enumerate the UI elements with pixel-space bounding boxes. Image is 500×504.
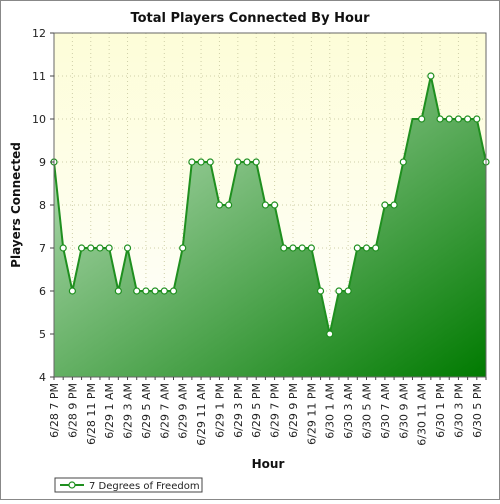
data-point (445, 115, 453, 123)
x-tick-label: 6/28 11 PM (85, 383, 98, 445)
data-point (270, 201, 279, 209)
data-point (252, 158, 260, 166)
y-tick-label: 10 (32, 113, 46, 126)
data-point (390, 201, 398, 209)
data-point (464, 115, 472, 123)
data-point (335, 287, 343, 295)
data-point (225, 201, 233, 209)
data-point (96, 244, 104, 252)
data-point (289, 244, 297, 252)
data-point (234, 158, 242, 166)
data-point (206, 158, 214, 166)
x-tick-label: 6/29 9 PM (287, 383, 300, 438)
data-point (114, 287, 122, 295)
x-axis-label: Hour (252, 457, 285, 471)
data-point (243, 158, 251, 166)
data-point (142, 287, 150, 295)
data-point (179, 244, 187, 252)
x-tick-label: 6/29 1 PM (213, 383, 226, 438)
y-tick-label: 9 (39, 156, 46, 169)
data-point (427, 72, 435, 80)
data-point (68, 287, 76, 295)
y-axis: 4 5 6 7 8 9 10 11 12 (32, 27, 54, 384)
data-point (362, 244, 371, 252)
data-point (261, 201, 270, 209)
x-tick-label: 6/30 5 PM (471, 383, 484, 438)
x-tick-label: 6/30 1 AM (324, 383, 337, 439)
x-tick-label: 6/28 9 PM (66, 383, 79, 438)
y-tick-label: 11 (32, 70, 46, 83)
data-point (280, 244, 288, 252)
x-tick-label: 6/30 11 AM (416, 383, 429, 446)
x-tick-label: 6/29 3 PM (232, 383, 245, 438)
data-point (399, 158, 407, 166)
data-point (105, 244, 113, 252)
y-tick-label: 5 (39, 328, 46, 341)
x-tick-label: 6/30 3 AM (342, 383, 355, 439)
x-tick-label: 6/28 7 PM (48, 383, 61, 438)
y-axis-label: Players Connected (9, 142, 23, 268)
data-point (307, 244, 315, 252)
data-point (372, 244, 380, 252)
data-point (215, 201, 224, 209)
x-tick-label: 6/29 5 AM (140, 383, 153, 439)
data-point (160, 287, 168, 295)
x-tick-label: 6/29 7 AM (158, 383, 171, 439)
x-tick-label: 6/29 7 PM (269, 383, 282, 438)
data-point (151, 287, 159, 295)
y-tick-label: 4 (39, 371, 46, 384)
data-point (197, 158, 205, 166)
x-tick-label: 6/30 5 AM (361, 383, 374, 439)
data-point (133, 287, 141, 295)
x-axis: 6/28 7 PM 6/28 9 PM 6/28 11 PM 6/29 1 AM 6/2… (48, 377, 487, 446)
x-tick-label: 6/29 1 AM (103, 383, 116, 439)
data-point (418, 115, 426, 123)
data-point (77, 244, 86, 252)
data-point (87, 244, 95, 252)
x-tick-label: 6/29 9 AM (177, 383, 190, 439)
data-point (326, 330, 334, 338)
data-point (298, 244, 306, 252)
x-tick-label: 6/30 9 AM (397, 383, 410, 439)
data-point (436, 115, 444, 123)
data-point (123, 244, 132, 252)
series-line (53, 75, 487, 335)
data-point (59, 244, 67, 252)
data-point (473, 115, 481, 123)
data-point (316, 287, 325, 295)
data-point (188, 158, 196, 166)
data-point (344, 287, 352, 295)
chart-title: Total Players Connected By Hour (130, 11, 370, 26)
y-tick-label: 6 (39, 285, 46, 298)
legend-label: 7 Degrees of Freedom (89, 481, 200, 492)
markers (50, 72, 490, 338)
x-tick-label: 6/30 3 PM (452, 383, 465, 438)
y-tick-label: 8 (39, 199, 46, 212)
series-area (54, 76, 486, 377)
x-tick-label: 6/29 5 PM (250, 383, 263, 438)
y-tick-label: 12 (32, 27, 46, 40)
data-point (381, 201, 389, 209)
data-point (454, 115, 463, 123)
x-tick-label: 6/30 1 PM (434, 383, 447, 438)
legend-marker (68, 481, 76, 489)
x-tick-label: 6/29 11 AM (195, 383, 208, 446)
y-tick-label: 7 (39, 242, 46, 255)
legend-box (54, 477, 203, 493)
data-point (353, 244, 361, 252)
x-tick-label: 6/30 7 AM (379, 383, 392, 439)
x-tick-label: 6/29 11 PM (305, 383, 318, 445)
data-point (169, 287, 178, 295)
x-tick-label: 6/29 3 AM (122, 383, 135, 439)
legend: 7 Degrees of Freedom (54, 477, 203, 493)
